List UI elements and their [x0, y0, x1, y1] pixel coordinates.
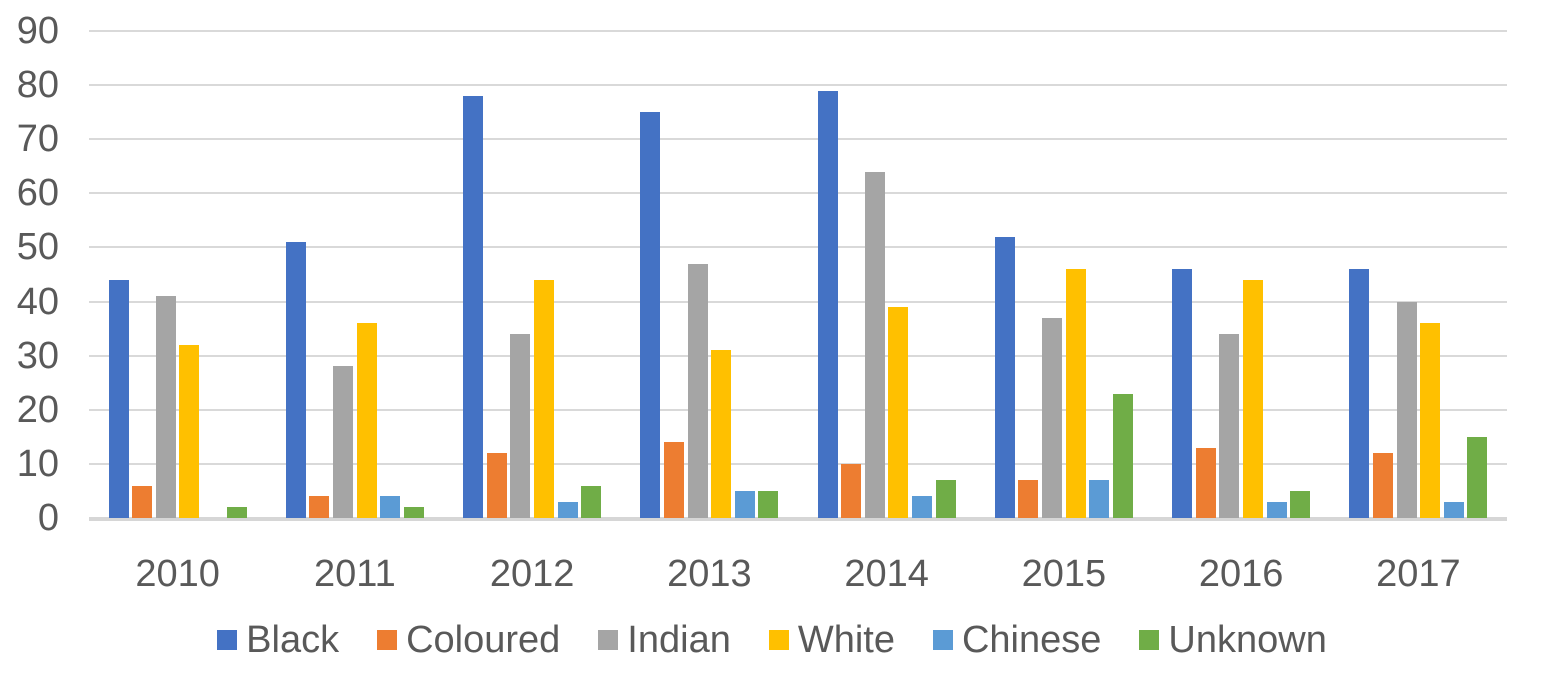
x-axis-label-2017: 2017	[1376, 553, 1461, 595]
bar-black-2012	[463, 95, 484, 518]
x-axis-label-2010: 2010	[135, 553, 220, 595]
bar-indian-2014	[864, 171, 885, 518]
y-axis-tick-label-30: 30	[16, 334, 59, 377]
legend: Black Coloured Indian White Chinese Unknown	[0, 617, 1544, 663]
bar-coloured-2010	[132, 485, 153, 518]
gridline-10	[89, 462, 1507, 465]
bar-white-2013	[711, 350, 732, 518]
gridline-40	[89, 300, 1507, 303]
legend-swatch-unknown	[1139, 630, 1160, 650]
bar-unknown-2011	[403, 507, 424, 518]
bar-unknown-2016	[1290, 490, 1311, 518]
bar-black-2015	[994, 236, 1015, 518]
x-axis-label-2012: 2012	[489, 553, 575, 595]
y-axis-tick-label-40: 40	[16, 280, 59, 323]
gridline-60	[89, 192, 1507, 195]
bar-chinese-2012	[557, 501, 578, 518]
bar-indian-2017	[1396, 301, 1417, 518]
bar-coloured-2017	[1372, 453, 1393, 518]
legend-swatch-chinese	[932, 630, 953, 650]
bar-black-2016	[1172, 269, 1193, 518]
bar-black-2017	[1349, 269, 1370, 518]
bar-unknown-2015	[1112, 393, 1133, 518]
bar-indian-2016	[1219, 334, 1240, 518]
bar-unknown-2012	[581, 485, 602, 518]
bar-coloured-2015	[1018, 480, 1039, 518]
legend-item-indian: Indian	[598, 618, 731, 662]
legend-swatch-black	[217, 630, 238, 650]
legend-item-black: Black	[217, 618, 339, 662]
bar-white-2015	[1065, 269, 1086, 518]
bar-coloured-2011	[309, 496, 330, 518]
legend-label-unknown: Unknown	[1168, 619, 1327, 661]
bar-white-2016	[1242, 279, 1263, 518]
bar-white-2011	[356, 323, 377, 518]
y-axis-tick-label-10: 10	[16, 442, 59, 485]
y-axis-tick-label-60: 60	[16, 172, 59, 215]
legend-label-white: White	[797, 619, 895, 661]
y-axis-tick-label-80: 80	[16, 64, 59, 107]
bar-black-2010	[108, 279, 129, 518]
y-axis-tick-label-0: 0	[37, 497, 59, 539]
x-axis-label-2014: 2014	[844, 553, 929, 595]
legend-label-coloured: Coloured	[406, 619, 561, 661]
bar-indian-2015	[1042, 317, 1063, 518]
legend-label-indian: Indian	[627, 619, 731, 661]
legend-item-coloured: Coloured	[377, 618, 560, 662]
gridline-20	[89, 408, 1507, 411]
y-axis-tick-label-20: 20	[16, 388, 59, 431]
gridline-80	[89, 84, 1507, 87]
bar-chinese-2014	[912, 496, 933, 518]
legend-swatch-indian	[598, 630, 619, 650]
bar-white-2017	[1420, 323, 1441, 518]
bar-chinese-2016	[1266, 501, 1287, 518]
gridline-90	[89, 30, 1507, 32]
x-axis-label-2015: 2015	[1021, 553, 1107, 595]
y-axis-tick-label-90: 90	[16, 10, 59, 52]
bar-coloured-2012	[486, 453, 507, 518]
gridline-50	[89, 246, 1507, 249]
x-axis-line	[89, 517, 1507, 521]
bar-coloured-2013	[663, 442, 684, 518]
legend-label-black: Black	[246, 619, 340, 661]
bar-coloured-2016	[1195, 447, 1216, 518]
bar-chinese-2011	[380, 496, 401, 518]
bar-chinese-2015	[1089, 480, 1110, 518]
bar-black-2014	[817, 90, 838, 518]
legend-swatch-white	[768, 630, 789, 650]
bar-unknown-2017	[1467, 436, 1488, 518]
gridline-30	[89, 354, 1507, 357]
bar-black-2011	[285, 242, 306, 518]
bar-chinese-2017	[1443, 501, 1464, 518]
x-axis-label-2013: 2013	[667, 553, 752, 595]
bar-indian-2010	[155, 296, 176, 518]
bar-unknown-2013	[758, 490, 779, 518]
x-axis-label-2016: 2016	[1198, 553, 1284, 595]
x-axis-label-2011: 2011	[314, 553, 396, 595]
bar-white-2010	[179, 344, 200, 518]
y-axis-tick-label-50: 50	[16, 226, 59, 269]
bar-chinese-2013	[734, 490, 755, 518]
gridline-70	[89, 138, 1507, 141]
bar-indian-2012	[510, 334, 531, 518]
y-axis-tick-label-70: 70	[16, 118, 59, 161]
legend-swatch-coloured	[377, 630, 398, 650]
bar-unknown-2014	[935, 480, 956, 518]
bar-unknown-2010	[226, 507, 247, 518]
legend-item-chinese: Chinese	[932, 618, 1102, 662]
bar-coloured-2014	[841, 463, 862, 518]
legend-label-chinese: Chinese	[961, 619, 1102, 661]
bar-white-2012	[533, 279, 554, 518]
bar-white-2014	[888, 306, 909, 518]
bar-indian-2011	[333, 366, 354, 518]
bar-black-2013	[640, 112, 661, 518]
legend-item-white: White	[768, 618, 895, 662]
legend-item-unknown: Unknown	[1139, 618, 1327, 662]
bar-indian-2013	[687, 263, 708, 518]
